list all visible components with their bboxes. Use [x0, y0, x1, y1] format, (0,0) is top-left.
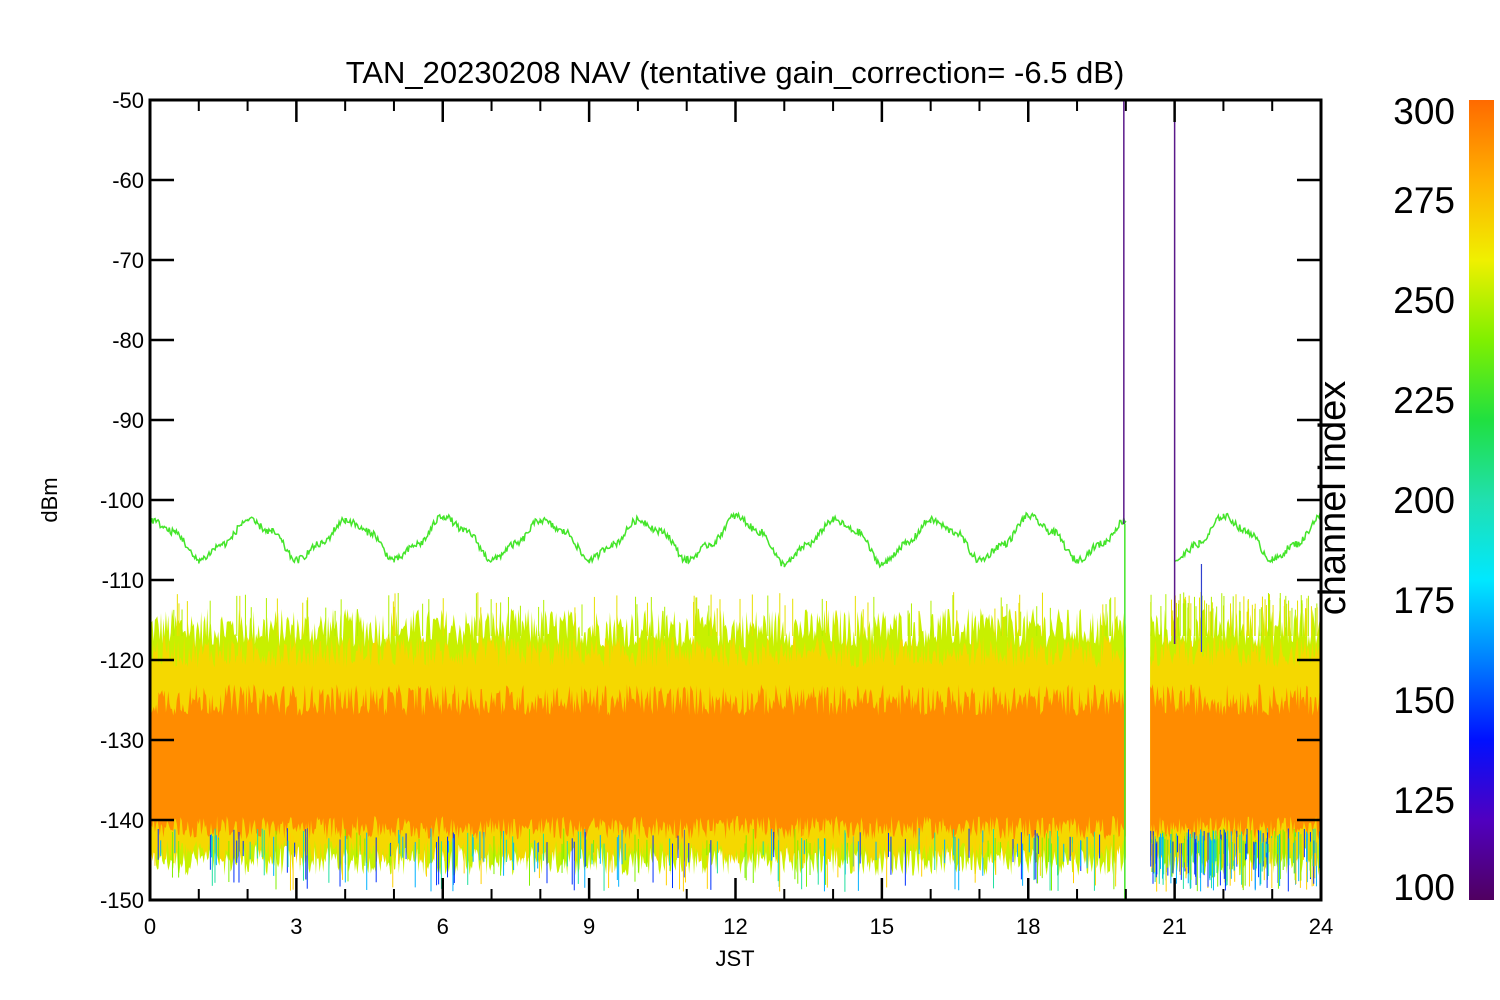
colorbar-tick-label: 200: [1393, 480, 1455, 521]
x-tick-label: 12: [723, 914, 747, 939]
signal-band: [150, 592, 1321, 892]
colorbar-ticks: 300 275 250 225 200 175 150 125 100: [1393, 91, 1455, 908]
y-tick-label: -100: [100, 488, 144, 513]
series-line: [150, 511, 1321, 569]
y-tick-label: -80: [112, 328, 144, 353]
x-tick-label: 21: [1162, 914, 1186, 939]
x-axis-label: JST: [715, 946, 754, 971]
y-axis-label: dBm: [37, 477, 62, 522]
colorbar-tick-label: 300: [1393, 91, 1455, 132]
y-tick-label: -140: [100, 808, 144, 833]
y-tick-label: -90: [112, 408, 144, 433]
y-axis: -50 -60 -70 -80 -90 -100 -110 -120 -130 -140 -150: [100, 88, 1321, 913]
colorbar-tick-label: 225: [1393, 380, 1455, 421]
colorbar: [1469, 100, 1494, 900]
band-layer-polygon: [150, 684, 1126, 840]
colorbar-tick-label: 150: [1393, 680, 1455, 721]
chart-title: TAN_20230208 NAV (tentative gain_correct…: [346, 55, 1125, 90]
colorbar-tick-label: 125: [1393, 780, 1455, 821]
x-tick-label: 24: [1309, 914, 1333, 939]
x-tick-label: 18: [1016, 914, 1040, 939]
spike-layer: [1123, 100, 1203, 900]
y-tick-label: -60: [112, 168, 144, 193]
colorbar-tick-label: 100: [1393, 867, 1455, 908]
x-tick-label: 6: [437, 914, 449, 939]
colorbar-label: channel index: [1312, 381, 1354, 616]
x-tick-label: 0: [144, 914, 156, 939]
band-layer-polygon: [1150, 684, 1321, 840]
y-tick-label: -110: [102, 568, 144, 593]
x-tick-label: 9: [583, 914, 595, 939]
y-tick-label: -150: [100, 888, 144, 913]
colorbar-tick-label: 275: [1393, 180, 1455, 221]
x-tick-label: 15: [870, 914, 894, 939]
x-axis: 0 3 6 9 12 15 18 21 24: [144, 100, 1333, 939]
y-tick-label: -130: [100, 728, 144, 753]
x-tick-label: 3: [290, 914, 302, 939]
y-tick-label: -50: [112, 88, 144, 113]
y-tick-label: -120: [100, 648, 144, 673]
y-tick-label: -70: [112, 248, 144, 273]
colorbar-tick-label: 175: [1393, 580, 1455, 621]
colorbar-tick-label: 250: [1393, 280, 1455, 321]
series-layer: [150, 511, 1321, 569]
colorbar-gradient: [1469, 100, 1494, 900]
